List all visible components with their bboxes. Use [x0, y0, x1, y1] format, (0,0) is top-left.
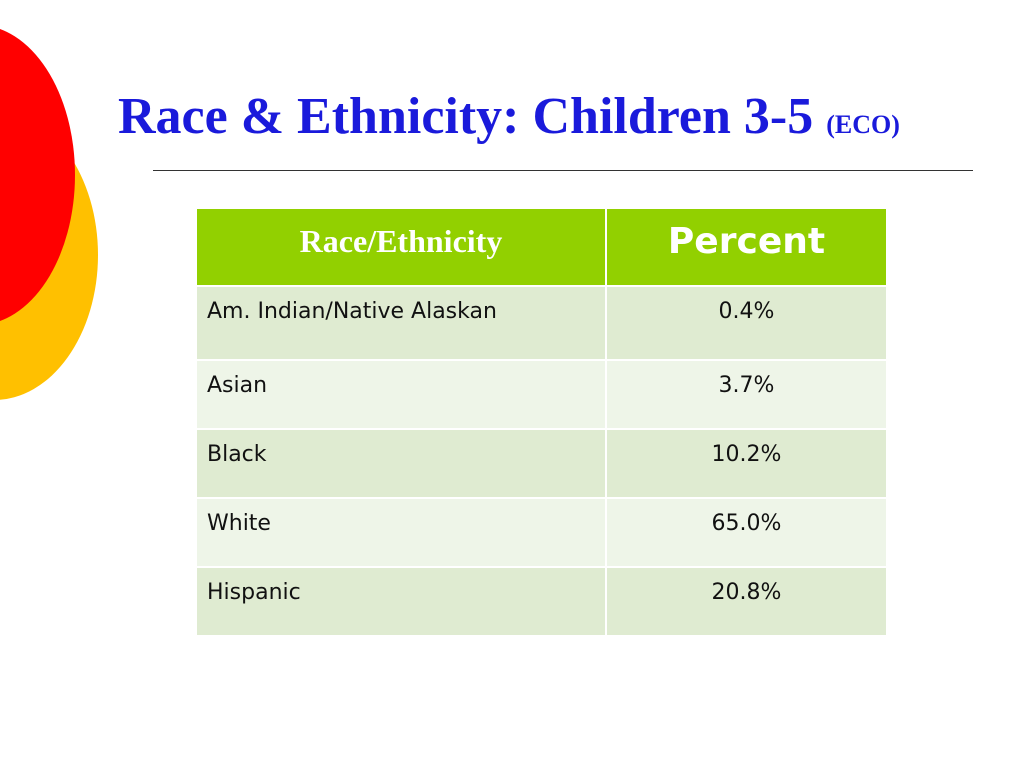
table-row: Hispanic 20.8% — [195, 566, 888, 637]
row-label: Asian — [195, 359, 607, 430]
row-percent: 20.8% — [605, 566, 888, 637]
race-ethnicity-table: Race/Ethnicity Percent Am. Indian/Native… — [195, 207, 888, 637]
row-label: White — [195, 497, 607, 568]
slide-title-main: Race & Ethnicity: Children 3-5 — [118, 88, 827, 145]
row-percent: 0.4% — [605, 285, 888, 361]
title-divider — [153, 170, 973, 171]
slide-title-source: (ECO) — [826, 110, 900, 139]
table-header-row: Race/Ethnicity Percent — [195, 207, 888, 287]
row-percent: 3.7% — [605, 359, 888, 430]
row-label: Hispanic — [195, 566, 607, 637]
header-race-ethnicity: Race/Ethnicity — [195, 207, 607, 287]
slide-title: Race & Ethnicity: Children 3-5 (ECO) — [118, 84, 998, 158]
table-row: Am. Indian/Native Alaskan 0.4% — [195, 285, 888, 361]
row-percent: 65.0% — [605, 497, 888, 568]
row-label: Am. Indian/Native Alaskan — [195, 285, 607, 361]
table-row: Black 10.2% — [195, 428, 888, 499]
table-row: Asian 3.7% — [195, 359, 888, 430]
row-percent: 10.2% — [605, 428, 888, 499]
header-percent: Percent — [605, 207, 888, 287]
table-row: White 65.0% — [195, 497, 888, 568]
row-label: Black — [195, 428, 607, 499]
